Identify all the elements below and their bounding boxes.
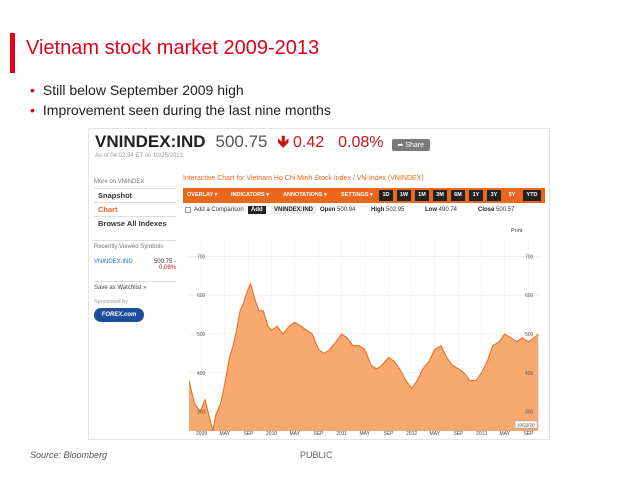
share-label: Share	[405, 141, 425, 149]
quote-price: 500.75	[215, 132, 268, 151]
nav-snapshot[interactable]: Snapshot	[94, 188, 176, 202]
end-date-label: 10/22/20	[517, 423, 535, 428]
x-tick-label: 2010	[266, 431, 278, 437]
classification-label: PUBLIC	[300, 450, 333, 460]
recent-symbol-row[interactable]: VNINDEX:IND 500.75 - 0.08%	[94, 259, 176, 271]
x-tick-label: MAY	[499, 431, 510, 437]
end-date-box	[514, 420, 538, 429]
nav-chart[interactable]: Chart	[94, 202, 176, 216]
x-tick-label: SEP	[313, 431, 324, 437]
recent-symbol-value: 500.75 -	[153, 259, 176, 265]
indicators-menu[interactable]: INDICATORS ▾	[231, 192, 270, 198]
y-tick-label-left: 700	[197, 254, 206, 260]
x-tick-label: MAY	[219, 431, 230, 437]
x-tick-label: SEP	[243, 431, 254, 437]
range-ytd-button[interactable]: YTD	[523, 190, 541, 201]
x-tick-label: 2013	[476, 431, 488, 437]
settings-menu[interactable]: SETTINGS ▾	[341, 192, 373, 198]
y-tick-label-right: 600	[525, 293, 534, 299]
left-panel: More on VNINDEX Snapshot Chart Browse Al…	[94, 179, 176, 322]
x-tick-label: 2009	[196, 431, 208, 437]
bullet-list: Still below September 2009 high Improvem…	[30, 80, 331, 120]
overlay-menu[interactable]: OVERLAY ▾	[187, 192, 218, 198]
share-button[interactable]: ➦ Share	[391, 138, 431, 151]
y-tick-label-right: 300	[525, 410, 534, 416]
annotations-menu[interactable]: ANNOTATIONS ▾	[283, 192, 327, 198]
add-comparison-input[interactable]: Add a Comparison	[194, 207, 244, 213]
add-button[interactable]: Add	[248, 206, 266, 214]
x-axis-labels: 2009 MAY SEP 2010 MAY SEP 2011 MAY SEP 2012 MAY SEP…	[189, 431, 539, 439]
open-stat: Open 500.94	[320, 207, 356, 213]
nav-browse-all-indexes[interactable]: Browse All Indexes	[94, 216, 176, 230]
y-tick-label-right: 400	[525, 371, 534, 377]
bullet-item: Improvement seen during the last nine mo…	[30, 100, 331, 120]
area-fill	[189, 283, 539, 431]
comparison-icon[interactable]	[185, 207, 191, 213]
quote-header: VNINDEX:IND 500.75 🡻 0.42 0.08% ➦ Share	[95, 131, 431, 158]
chart-toolbar: OVERLAY ▾ INDICATORS ▾ ANNOTATIONS ▾ SET…	[183, 188, 545, 203]
quote-ticker: VNINDEX:IND	[95, 132, 206, 151]
slide-title: Vietnam stock market 2009-2013	[26, 37, 320, 59]
recent-symbol-change: 0.08%	[158, 265, 176, 271]
y-tick-label-left: 400	[197, 371, 206, 377]
as-of-timestamp: As of 04:02:34 ET on 10/25/2013.	[95, 153, 185, 159]
quote-change: 0.42	[293, 134, 325, 151]
range-5y-button[interactable]: 5Y	[508, 192, 516, 198]
x-tick-label: 2012	[406, 431, 418, 437]
chart-symbol-chip: VNINDEX:IND	[271, 206, 317, 214]
sponsored-label: Sponsored by	[94, 299, 128, 305]
y-tick-label-left: 600	[197, 293, 206, 299]
chart-stats-bar: Add a Comparison Add VNINDEX:IND Open 50…	[183, 206, 545, 219]
y-tick-label-left: 500	[197, 332, 206, 338]
y-tick-label-right: 500	[525, 332, 534, 338]
x-tick-label: SEP	[523, 431, 534, 437]
x-tick-label: SEP	[453, 431, 464, 437]
range-6m-button[interactable]: 6M	[451, 190, 465, 201]
close-stat: Close 500.57	[478, 207, 515, 213]
range-3m-button[interactable]: 3M	[433, 190, 447, 201]
range-3y-button[interactable]: 3Y	[487, 190, 501, 201]
x-tick-label: MAY	[289, 431, 300, 437]
save-watchlist-link[interactable]: Save as Watchlist »	[94, 281, 176, 291]
chart-title: Interactive Chart for Vietnam Ho Chi Min…	[183, 175, 424, 182]
x-tick-label: SEP	[383, 431, 394, 437]
y-tick-label-left: 300	[197, 410, 206, 416]
forex-logo[interactable]: FOREX.com	[94, 308, 144, 322]
down-arrow-icon: 🡻	[277, 134, 290, 151]
recent-symbol-values: 500.75 - 0.08%	[154, 259, 176, 271]
left-panel-heading: More on VNINDEX	[94, 179, 145, 185]
recent-symbols-heading: Recently Viewed Symbols	[94, 240, 176, 250]
print-link[interactable]: Print	[511, 228, 523, 234]
recent-symbol-link[interactable]: VNINDEX:IND	[94, 259, 133, 265]
x-tick-label: 2011	[336, 431, 347, 437]
range-1y-button[interactable]: 1Y	[469, 190, 483, 201]
source-note: Source: Bloomberg	[30, 450, 108, 460]
y-tick-label-right: 700	[525, 254, 534, 260]
high-stat: High 502.95	[371, 207, 405, 213]
range-1d-button[interactable]: 1D	[379, 190, 393, 201]
x-tick-label: MAY	[429, 431, 440, 437]
range-1m-button[interactable]: 1M	[415, 190, 429, 201]
quote-change-pct: 0.08%	[338, 134, 384, 151]
title-accent-bar	[10, 33, 15, 73]
price-area-chart[interactable]: 300 300 400 400 500 500 600 600 700 700 10/22/20	[189, 237, 539, 431]
bloomberg-screenshot: VNINDEX:IND 500.75 🡻 0.42 0.08% ➦ Share …	[88, 128, 550, 440]
bullet-item: Still below September 2009 high	[30, 80, 331, 100]
low-stat: Low 490.74	[425, 207, 458, 213]
x-tick-label: MAY	[359, 431, 370, 437]
range-1w-button[interactable]: 1W	[397, 190, 411, 201]
